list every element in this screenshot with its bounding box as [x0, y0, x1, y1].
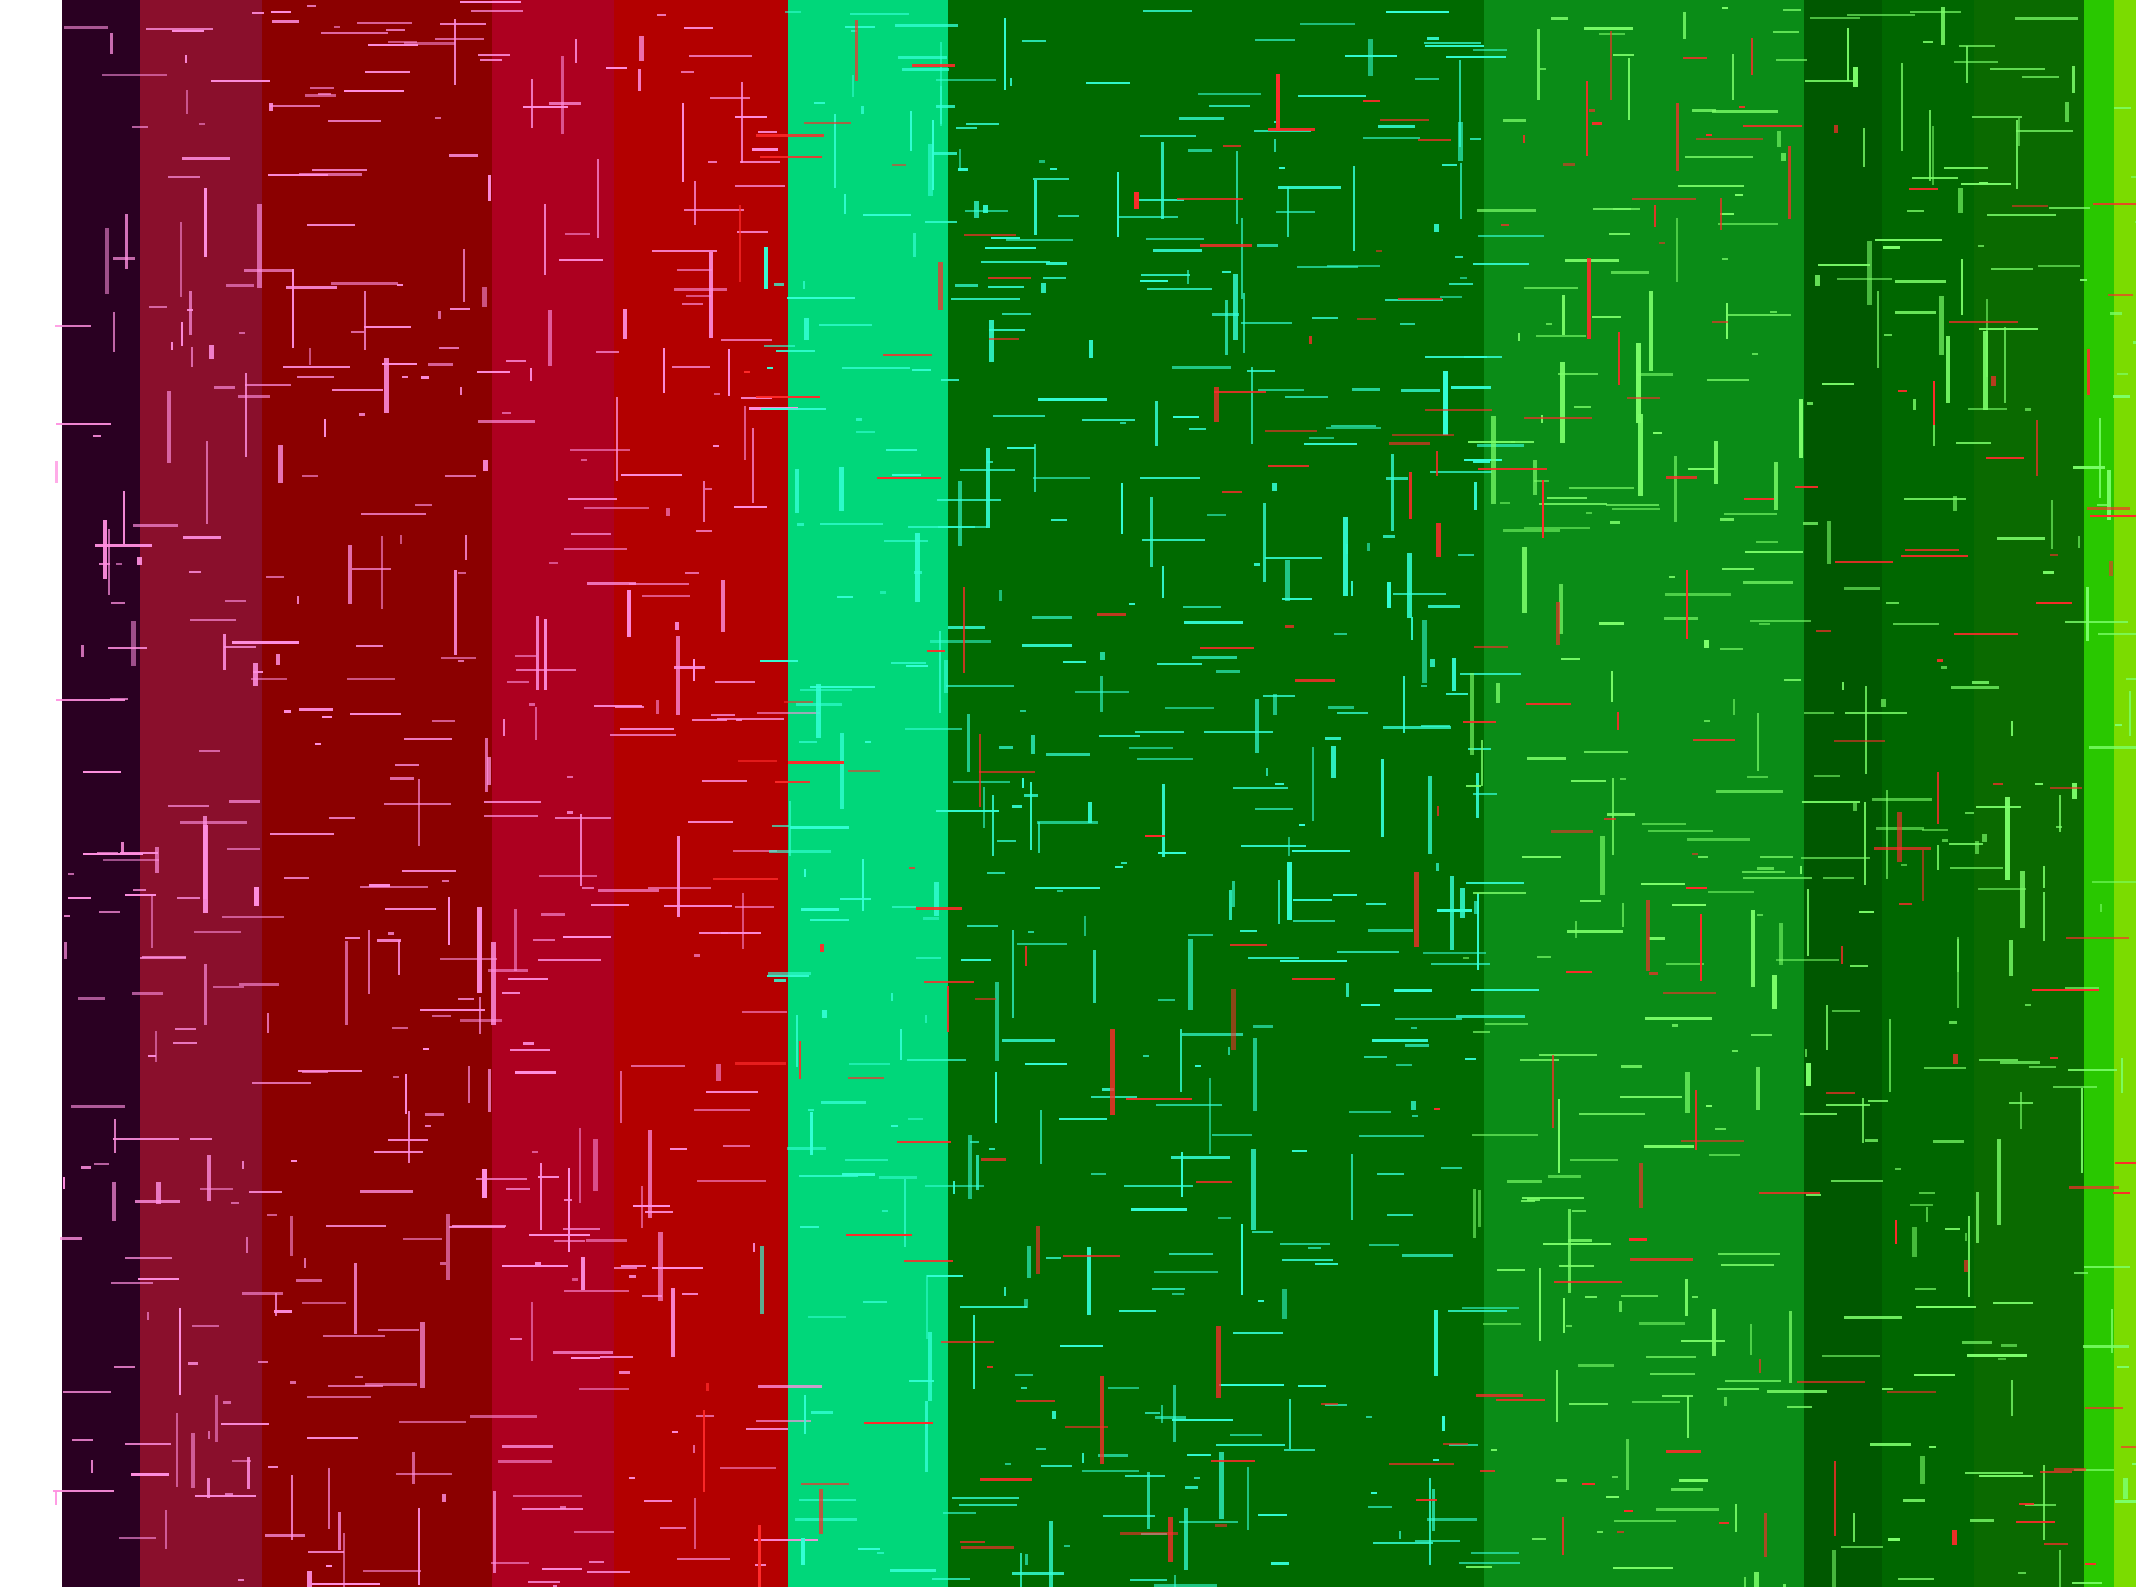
band-crimson [492, 0, 614, 1587]
band-dark-purple [62, 0, 140, 1587]
band-forest-green [948, 0, 1484, 1587]
band-lime-green [2084, 0, 2114, 1587]
band-white-edge [0, 0, 62, 1587]
band-bright-green [1484, 0, 1804, 1587]
band-mint-green [788, 0, 948, 1587]
band-chartreuse [2114, 0, 2136, 1587]
band-dark-red [262, 0, 492, 1587]
band-medium-green [1882, 0, 1974, 1587]
band-dark-green [1804, 0, 1882, 1587]
band-deep-green [1974, 0, 2084, 1587]
band-red [614, 0, 770, 1587]
band-maroon [140, 0, 262, 1587]
band-red-alt [770, 0, 788, 1587]
